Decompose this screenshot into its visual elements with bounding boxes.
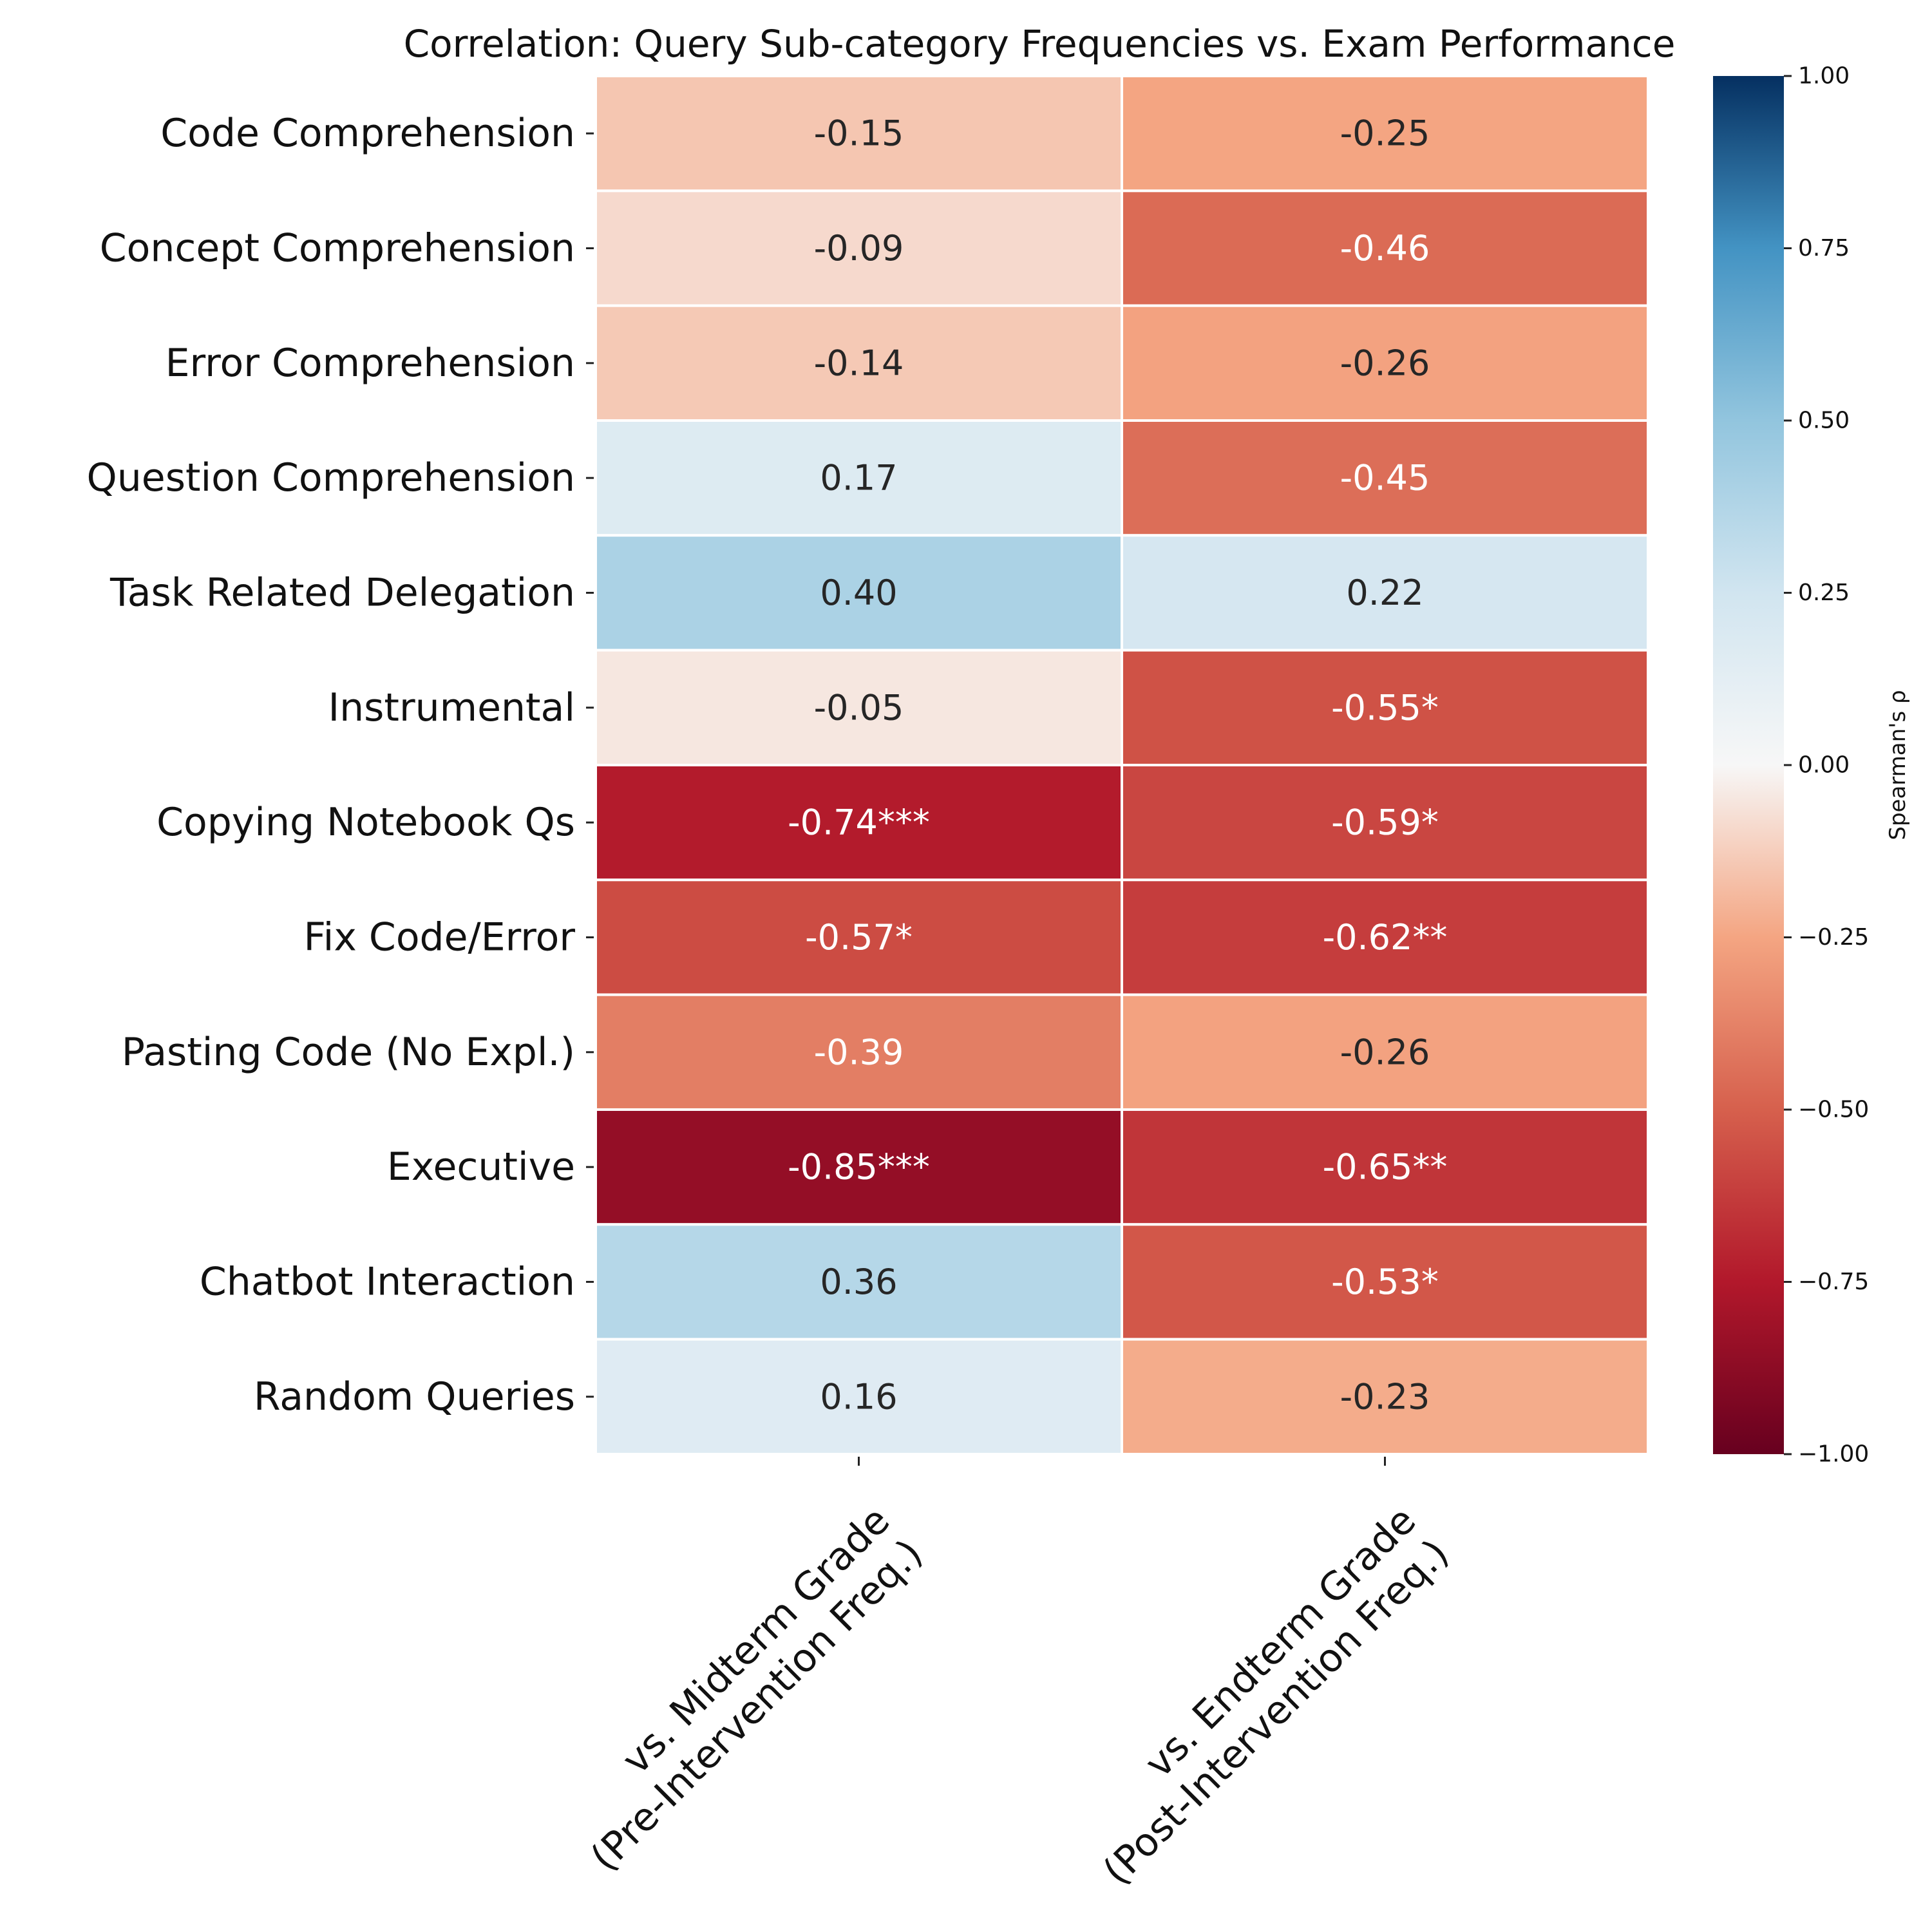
colorbar-tick-label: 0.00 xyxy=(1798,752,1850,779)
heatmap-cell xyxy=(594,189,1123,307)
row-label: Instrumental xyxy=(328,685,575,730)
heatmap-cell xyxy=(1121,649,1649,766)
cell-value-label: -0.53* xyxy=(1331,1262,1439,1302)
row-labels: Code Comprehension Concept Comprehension E… xyxy=(87,111,594,1419)
cell-value-label: 0.16 xyxy=(820,1376,897,1417)
heatmap-cell xyxy=(594,75,1123,193)
row-label: Task Related Delegation xyxy=(109,570,575,615)
cell-value-label: -0.74*** xyxy=(788,802,930,843)
cell-value-label: 0.17 xyxy=(820,458,897,498)
heatmap-cell xyxy=(594,1223,1123,1341)
cell-value-label: -0.46 xyxy=(1340,228,1430,269)
heatmap-cell xyxy=(594,1108,1123,1226)
column-label-line: (Pre-Intervention Freq.) xyxy=(582,1531,931,1880)
column-label-line: vs. Endterm Grade xyxy=(1136,1498,1425,1786)
cell-value-label: -0.65** xyxy=(1323,1147,1448,1188)
row-label: Executive xyxy=(387,1144,575,1189)
cell-value-label: -0.09 xyxy=(814,228,904,269)
colorbar-ticks: 1.00 0.75 0.50 0.25 0.00 −0.25 −0.50 −0.75 −1.00 xyxy=(1784,63,1869,1468)
cell-value-label: -0.59* xyxy=(1331,802,1439,843)
row-label: Error Comprehension xyxy=(166,341,575,386)
heatmap-cell xyxy=(1121,75,1649,193)
column-label-line: (Post-Intervention Freq.) xyxy=(1095,1531,1457,1893)
cell-value-label: -0.26 xyxy=(1340,1032,1430,1072)
heatmap-cell xyxy=(1121,419,1649,537)
heatmap-cell xyxy=(1121,1338,1649,1455)
heatmap-cell xyxy=(1121,993,1649,1111)
heatmap-cell xyxy=(594,763,1123,882)
cell-value-label: 0.40 xyxy=(820,573,897,613)
row-label: Code Comprehension xyxy=(160,111,575,156)
cell-value-label: -0.25 xyxy=(1340,113,1430,154)
column-labels: vs. Midterm Grade(Pre-Intervention Freq.… xyxy=(582,1456,1457,1894)
heatmap-cell xyxy=(594,993,1123,1111)
cell-value-label: -0.57* xyxy=(805,917,913,958)
heatmap-cell xyxy=(1121,1223,1649,1341)
cell-value-label: -0.26 xyxy=(1340,343,1430,383)
row-label: Random Queries xyxy=(254,1374,575,1419)
chart-title: Correlation: Query Sub-category Frequenc… xyxy=(404,22,1676,66)
cell-value-label: -0.45 xyxy=(1340,458,1430,498)
cell-value-label: -0.14 xyxy=(814,343,904,383)
heatmap-cell xyxy=(1121,304,1649,422)
colorbar-tick-label: 0.50 xyxy=(1798,408,1850,434)
cell-value-label: -0.15 xyxy=(814,113,904,154)
colorbar-tick-label: 0.25 xyxy=(1798,580,1850,606)
heatmap-cell xyxy=(1121,189,1649,307)
cell-value-label: -0.55* xyxy=(1331,687,1439,728)
colorbar-tick-label: 1.00 xyxy=(1798,63,1850,90)
row-label: Pasting Code (No Expl.) xyxy=(122,1030,575,1075)
row-label: Copying Notebook Qs xyxy=(156,800,575,845)
cell-value-label: -0.23 xyxy=(1340,1376,1430,1417)
column-label: vs. Endterm Grade(Post-Intervention Freq… xyxy=(1095,1498,1457,1893)
cell-value-label: -0.85*** xyxy=(788,1147,930,1188)
row-label: Chatbot Interaction xyxy=(200,1259,575,1304)
heatmap-cell-labels: -0.15 -0.25 -0.09 -0.46 -0.14 -0.26 0.17 -0.45 0… xyxy=(788,113,1447,1417)
cell-value-label: -0.39 xyxy=(814,1032,904,1072)
column-label-line: vs. Midterm Grade xyxy=(614,1498,899,1783)
row-label: Fix Code/Error xyxy=(304,914,576,960)
heatmap-cells xyxy=(594,75,1649,1455)
colorbar-label: Spearman's ρ xyxy=(1885,690,1911,840)
heatmap-cell xyxy=(1121,534,1649,652)
colorbar-tick-label: −1.00 xyxy=(1798,1441,1869,1468)
cell-value-label: -0.05 xyxy=(814,687,904,728)
heatmap-cell xyxy=(1121,763,1649,882)
cell-value-label: 0.22 xyxy=(1346,573,1423,613)
cell-value-label: -0.62** xyxy=(1323,917,1448,958)
colorbar-tick-label: 0.75 xyxy=(1798,235,1850,261)
cell-value-label: 0.36 xyxy=(820,1262,897,1302)
colorbar-tick-label: −0.75 xyxy=(1798,1269,1869,1295)
colorbar-tick-label: −0.25 xyxy=(1798,924,1869,951)
colorbar: 1.00 0.75 0.50 0.25 0.00 −0.25 −0.50 −0.75 −1.00… xyxy=(1713,63,1911,1468)
column-label: vs. Midterm Grade(Pre-Intervention Freq.… xyxy=(582,1498,931,1880)
row-label: Concept Comprehension xyxy=(100,225,575,270)
colorbar-gradient xyxy=(1713,76,1784,1454)
colorbar-tick-label: −0.50 xyxy=(1798,1097,1869,1123)
heatmap-cell xyxy=(594,304,1123,422)
heatmap-cell xyxy=(1121,878,1649,996)
row-label: Question Comprehension xyxy=(87,455,575,500)
heatmap-cell xyxy=(594,1338,1123,1455)
heatmap-cell xyxy=(1121,1108,1649,1226)
